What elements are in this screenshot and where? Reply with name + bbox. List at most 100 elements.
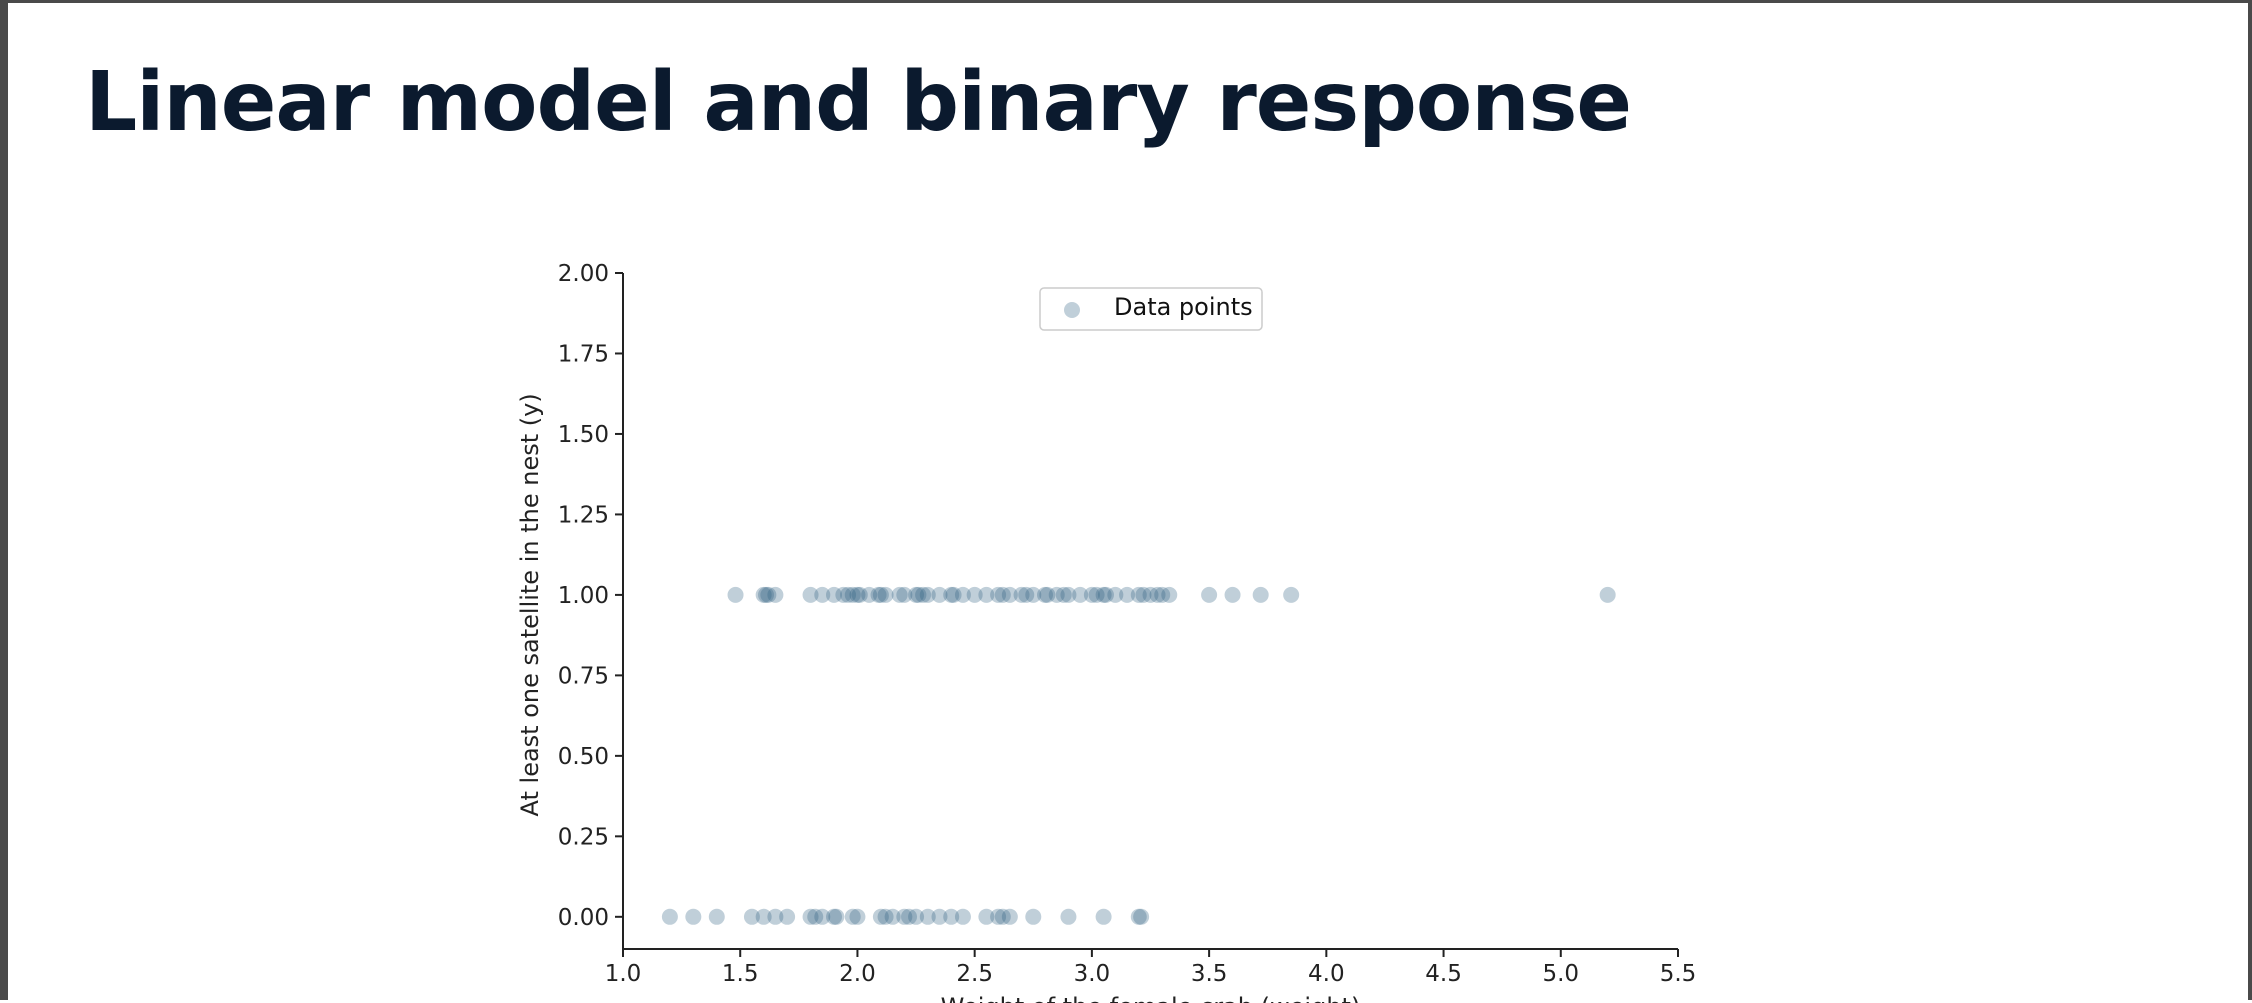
data-point <box>802 586 819 603</box>
data-point <box>872 586 889 603</box>
data-point <box>990 586 1007 603</box>
data-point <box>1161 586 1178 603</box>
y-tick-label: 0.50 <box>558 744 609 770</box>
data-point <box>943 586 960 603</box>
data-point <box>1001 586 1018 603</box>
data-point <box>779 908 796 925</box>
data-point <box>861 586 878 603</box>
data-point <box>1060 908 1077 925</box>
data-point <box>826 586 842 603</box>
data-point <box>1107 586 1124 603</box>
y-tick-label: 0.00 <box>558 905 609 931</box>
x-axis-label: Weight of the female crab (weight) <box>941 993 1361 1003</box>
y-tick-label: 1.00 <box>558 583 609 609</box>
data-point <box>1025 586 1042 603</box>
y-axis-label: At least one satellite in the nest (y) <box>516 393 544 816</box>
page-title: Linear model and binary response <box>85 55 1632 150</box>
data-point <box>1135 586 1152 603</box>
data-point <box>891 586 908 603</box>
x-tick-label: 2.0 <box>839 961 876 987</box>
data-point <box>1013 586 1030 603</box>
data-point <box>661 908 678 925</box>
data-point <box>872 908 889 925</box>
data-point <box>910 586 927 603</box>
data-point <box>877 908 894 925</box>
data-point <box>1133 908 1150 925</box>
data-point <box>814 586 831 603</box>
data-point <box>708 908 725 925</box>
x-tick-label: 1.0 <box>605 961 642 987</box>
y-tick-label: 1.50 <box>558 422 609 448</box>
data-point <box>966 586 983 603</box>
data-point <box>908 586 925 603</box>
data-point <box>849 586 866 603</box>
data-point <box>877 586 894 603</box>
data-point <box>1149 586 1166 603</box>
data-point <box>1095 908 1112 925</box>
data-point <box>1025 908 1042 925</box>
data-point <box>835 586 852 603</box>
x-tick-label: 5.5 <box>1660 961 1697 987</box>
data-point <box>908 908 925 925</box>
data-point <box>1130 908 1147 925</box>
data-point <box>1154 586 1171 603</box>
data-point <box>1001 908 1018 925</box>
data-point <box>1252 586 1269 603</box>
data-point <box>1072 586 1089 603</box>
data-point <box>1142 586 1159 603</box>
data-point <box>931 908 948 925</box>
data-point <box>919 908 936 925</box>
data-point <box>1119 586 1136 603</box>
data-point <box>743 908 760 925</box>
data-point <box>994 908 1011 925</box>
y-tick-label: 1.25 <box>558 502 609 528</box>
legend-label: Data points <box>1114 293 1253 321</box>
data-point <box>1088 586 1105 603</box>
x-tick-label: 3.5 <box>1191 961 1228 987</box>
data-point <box>685 908 702 925</box>
data-point <box>1018 586 1035 603</box>
data-point <box>1201 586 1218 603</box>
x-tick-label: 1.5 <box>722 961 759 987</box>
data-point <box>1048 586 1065 603</box>
x-tick-label: 4.5 <box>1425 961 1462 987</box>
data-point <box>994 586 1011 603</box>
data-point <box>931 586 948 603</box>
data-point <box>844 908 861 925</box>
data-point <box>828 908 845 925</box>
data-point <box>1224 586 1241 603</box>
x-tick-label: 5.0 <box>1542 961 1579 987</box>
data-point <box>943 908 960 925</box>
data-point <box>1083 586 1100 603</box>
data-point <box>758 586 775 603</box>
data-point <box>767 908 784 925</box>
scatter-chart: 1.0 1.5 2.0 2.5 3.0 3.5 4.0 4.5 5.0 5.5 0.00 0.25 0.… <box>516 261 1697 1003</box>
data-point <box>978 908 995 925</box>
x-tick-label: 3.0 <box>1074 961 1111 987</box>
data-point <box>919 586 936 603</box>
data-point <box>1130 586 1147 603</box>
data-point <box>870 586 887 603</box>
data-point <box>978 586 995 603</box>
data-point <box>755 586 772 603</box>
data-point <box>1037 586 1053 603</box>
data-point <box>990 908 1007 925</box>
data-point <box>844 586 861 603</box>
legend-box <box>1039 287 1263 331</box>
data-point <box>807 908 824 925</box>
data-point <box>954 586 971 603</box>
data-point <box>760 586 777 603</box>
data-point <box>851 586 868 603</box>
data-point <box>1283 586 1300 603</box>
y-tick-label: 0.75 <box>558 663 609 689</box>
data-point <box>954 908 971 925</box>
data-point <box>1095 586 1112 603</box>
data-point <box>755 908 772 925</box>
data-point <box>901 908 918 925</box>
data-point <box>840 586 857 603</box>
data-point <box>1055 586 1072 603</box>
data-point <box>896 908 913 925</box>
y-tick-label: 0.25 <box>558 824 609 850</box>
data-point <box>802 908 819 925</box>
